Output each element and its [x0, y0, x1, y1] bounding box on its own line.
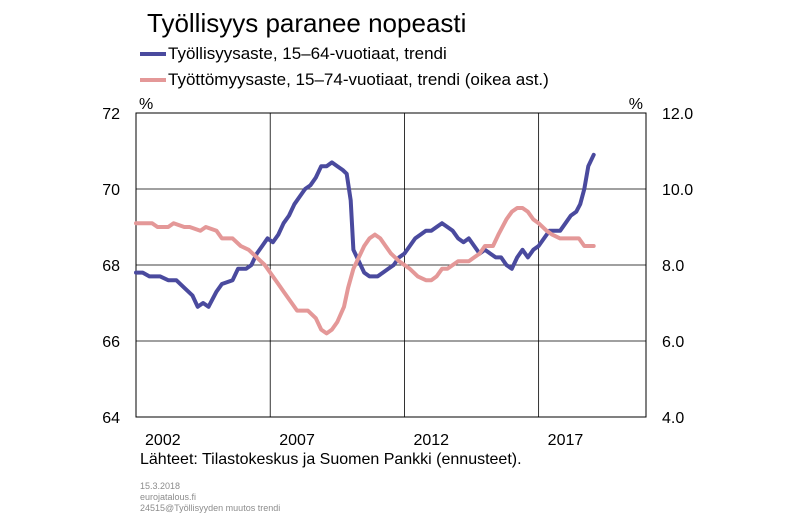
y-tick-label-left: 66	[102, 334, 120, 351]
legend-item-employment: Työllisyysaste, 15–64-vuotiaat, trendi	[140, 44, 447, 64]
y-tick-label-right: 6.0	[662, 334, 684, 351]
legend-item-unemployment: Työttömyysaste, 15–74-vuotiaat, trendi (…	[140, 70, 549, 90]
footer-date: 15.3.2018	[140, 481, 181, 491]
legend-swatch-unemployment	[140, 78, 166, 82]
y-tick-label-right: 4.0	[662, 410, 684, 427]
x-tick-label: 2017	[548, 432, 584, 449]
y-tick-label-left: 72	[102, 106, 120, 123]
y-unit-right: %	[629, 96, 643, 113]
legend-swatch-employment	[140, 52, 166, 56]
footer-file: 24515@Työllisyyden muutos trendi	[140, 503, 281, 513]
y-unit-left: %	[139, 96, 153, 113]
y-tick-label-right: 10.0	[662, 182, 693, 199]
series-line-employment	[134, 152, 596, 309]
source-note: Lähteet: Tilastokeskus ja Suomen Pankki …	[140, 451, 522, 468]
y-tick-label-right: 12.0	[662, 106, 693, 123]
x-tick-label: 2002	[145, 432, 181, 449]
y-tick-label-left: 64	[102, 410, 120, 427]
legend-label-unemployment: Työttömyysaste, 15–74-vuotiaat, trendi (…	[168, 70, 549, 89]
footer-site: eurojatalous.fi	[140, 492, 197, 502]
y-tick-label-left: 68	[102, 258, 120, 275]
x-tick-label: 2012	[413, 432, 449, 449]
plot-frame	[135, 112, 647, 418]
legend-label-employment: Työllisyysaste, 15–64-vuotiaat, trendi	[168, 44, 447, 63]
series-line-unemployment	[134, 206, 596, 336]
y-tick-label-right: 8.0	[662, 258, 684, 275]
chart-title: Työllisyys paranee nopeasti	[147, 8, 467, 38]
y-tick-label-left: 70	[102, 182, 120, 199]
x-tick-label: 2007	[279, 432, 315, 449]
